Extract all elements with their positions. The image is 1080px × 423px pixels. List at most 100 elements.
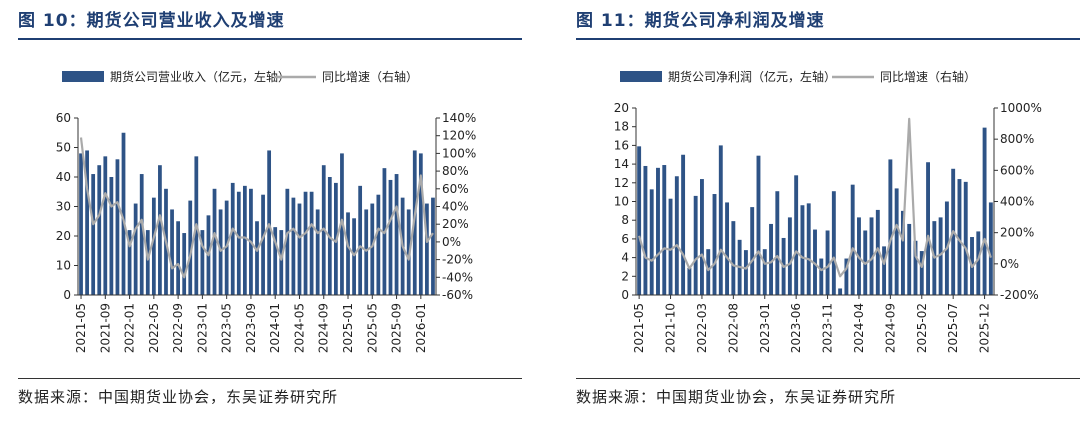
left-tick-label: 6: [621, 232, 629, 246]
bar: [230, 182, 235, 295]
bar: [358, 185, 363, 295]
x-tick-label: 2022-08: [726, 303, 740, 353]
bar: [718, 145, 723, 295]
x-tick-label: 2022-05: [147, 303, 161, 353]
revenue-chart: 期货公司营业收入（亿元，左轴） 同比增速（右轴） 0 10 20 30 40 50 60 -60%…: [56, 69, 477, 353]
left-tick-label: 30: [56, 200, 71, 214]
bar: [218, 209, 223, 295]
x-tick-label: 2025-05: [365, 303, 379, 353]
left-tick-label: 60: [56, 111, 71, 125]
bar: [418, 153, 423, 295]
legend-label: 期货公司营业收入（亿元，左轴）: [110, 69, 290, 84]
right-tick-label: 0%: [1000, 257, 1019, 271]
source-note: 数据来源：中国期货业协会，东吴证券研究所: [576, 388, 897, 406]
legend: 期货公司营业收入（亿元，左轴） 同比增速（右轴）: [62, 69, 418, 84]
bar: [388, 179, 393, 295]
bar: [900, 210, 905, 295]
bar: [127, 230, 132, 295]
bar: [431, 197, 435, 295]
bar: [352, 218, 356, 295]
bar: [982, 127, 987, 295]
x-tick-label: 2021-05: [632, 303, 646, 353]
bar: [888, 159, 893, 295]
right-tick-label: 1000%: [1000, 101, 1042, 115]
legend-bar-swatch: [620, 71, 662, 82]
bar: [756, 155, 761, 295]
right-tick-label: 120%: [442, 129, 476, 143]
x-tick-label: 2021-10: [664, 303, 678, 353]
bar: [297, 203, 302, 295]
bar: [794, 175, 799, 295]
growth-line: [638, 117, 992, 278]
left-tick-label: 20: [614, 101, 629, 115]
left-tick-label: 2: [621, 269, 629, 283]
bar: [133, 203, 138, 295]
bar: [279, 230, 284, 295]
x-tick-label: 2024-09: [317, 303, 331, 353]
bar: [242, 185, 247, 295]
right-tick-label: 140%: [442, 111, 476, 125]
x-tick-label: 2023-09: [244, 303, 258, 353]
x-tick-label: 2024-01: [268, 303, 282, 353]
panel-revenue: 图 10：期货公司营业收入及增速 期货公司营业收入（亿元，左轴） 同比增速（右轴）…: [0, 0, 522, 423]
left-tick-label: 14: [614, 157, 629, 171]
bar: [681, 154, 686, 295]
bar: [255, 221, 259, 295]
figure-title: 图 10：期货公司营业收入及增速: [18, 11, 285, 31]
source-rule: [576, 378, 1080, 379]
bar: [370, 203, 375, 295]
bar: [875, 209, 880, 295]
left-tick-label: 50: [56, 141, 71, 155]
bar: [79, 153, 83, 295]
right-tick-label: -20%: [442, 253, 473, 267]
bar: [200, 230, 205, 295]
bar: [224, 200, 229, 295]
left-tick-label: 10: [614, 195, 629, 209]
x-tick-label: 2023-05: [220, 303, 234, 353]
bar: [121, 132, 126, 295]
bar: [825, 230, 830, 295]
bar: [919, 251, 924, 295]
left-tick-label: 18: [614, 120, 629, 134]
left-tick-label: 12: [614, 176, 629, 190]
bar: [151, 197, 156, 295]
bar: [938, 217, 943, 295]
bar: [725, 202, 730, 295]
bar: [273, 227, 278, 295]
bar: [687, 267, 692, 295]
bar: [963, 181, 968, 295]
bar: [750, 207, 755, 295]
right-tick-label: 100%: [442, 146, 476, 160]
x-tick-label: 2024-04: [852, 303, 866, 353]
bar: [285, 188, 290, 295]
x-tick-label: 2025-12: [978, 303, 992, 353]
right-tick-label: 60%: [442, 182, 469, 196]
left-tick-label: 10: [56, 259, 71, 273]
bar: [115, 159, 120, 295]
bar: [831, 191, 836, 295]
x-tick-label: 2025-02: [915, 303, 929, 353]
bar: [731, 221, 736, 295]
bar: [787, 217, 792, 295]
x-tick-label: 2026-01: [414, 303, 428, 353]
x-tick-label: 2021-09: [98, 303, 112, 353]
x-tick-label: 2023-01: [195, 303, 209, 353]
right-tick-label: -60%: [442, 288, 473, 302]
bar: [800, 205, 805, 295]
title-rule: [576, 38, 1080, 40]
bar: [182, 233, 187, 295]
bar: [913, 240, 918, 295]
bar: [976, 231, 981, 295]
bar: [188, 200, 193, 295]
bar: [425, 203, 429, 295]
left-tick-label: 0: [63, 288, 71, 302]
bar: [693, 195, 698, 295]
left-tick-label: 8: [621, 213, 629, 227]
right-tick-label: 0%: [442, 235, 461, 249]
bar: [882, 246, 887, 295]
bar: [303, 191, 308, 295]
net-profit-chart: 期货公司净利润（亿元，左轴） 同比增速（右轴） 0 2 4 6 8 10 12 14 16 18 20 -…: [614, 69, 1042, 353]
x-tick-label: 2024-09: [883, 303, 897, 353]
bar: [267, 150, 272, 295]
left-tick-label: 40: [56, 170, 71, 184]
